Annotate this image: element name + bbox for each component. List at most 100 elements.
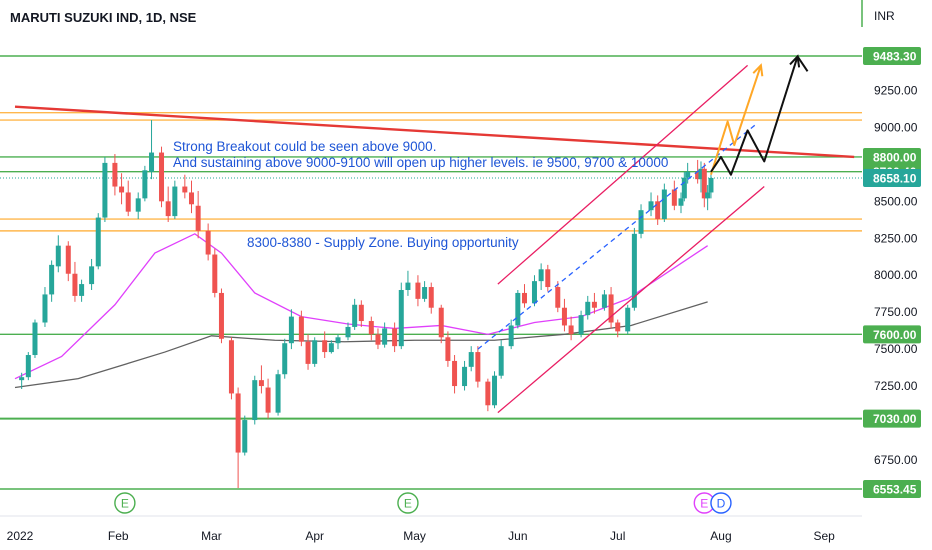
candle-body[interactable] [625, 307, 631, 332]
candle-body[interactable] [345, 326, 351, 338]
time-tick-label[interactable]: Jun [508, 529, 527, 543]
time-axis-ticks[interactable]: 2022 Feb Mar Apr May Jun Jul Aug Sep [7, 529, 836, 543]
candle-body[interactable] [591, 301, 597, 308]
candle-body[interactable] [288, 316, 294, 344]
candle-body[interactable] [462, 366, 468, 387]
time-tick-label[interactable]: Jul [610, 529, 625, 543]
candle-body[interactable] [655, 201, 661, 220]
candle-body[interactable] [561, 307, 567, 326]
candle-body[interactable] [695, 171, 701, 180]
candle-body[interactable] [648, 201, 654, 211]
candle-body[interactable] [328, 343, 334, 353]
time-tick-label[interactable]: Mar [201, 529, 222, 543]
time-tick-label[interactable]: Aug [710, 529, 731, 543]
candle-body[interactable] [42, 294, 48, 323]
candle-body[interactable] [405, 282, 411, 290]
event-marker-d[interactable] [710, 492, 732, 514]
candle-body[interactable] [172, 186, 178, 217]
candle-body[interactable] [19, 377, 25, 381]
candle-body[interactable] [352, 304, 358, 327]
candle-body[interactable] [485, 381, 491, 406]
candle-body[interactable] [95, 217, 101, 267]
candle-body[interactable] [671, 189, 677, 206]
candle-body[interactable] [65, 245, 71, 274]
candle-body[interactable] [638, 210, 644, 234]
candle-body[interactable] [205, 230, 211, 255]
candle-body[interactable] [578, 315, 584, 335]
candle-body[interactable] [678, 198, 684, 206]
candle-body[interactable] [521, 292, 527, 304]
time-tick-label[interactable]: Feb [108, 529, 129, 543]
candle-body[interactable] [382, 328, 388, 345]
candle-body[interactable] [55, 245, 61, 267]
candle-body[interactable] [102, 162, 108, 218]
candle-body[interactable] [212, 254, 218, 293]
candle-body[interactable] [165, 201, 171, 217]
time-tick-label[interactable]: 2022 [7, 529, 34, 543]
candle-body[interactable] [368, 321, 374, 335]
candle-body[interactable] [428, 287, 434, 308]
candle-body[interactable] [265, 387, 271, 413]
candle-body[interactable] [468, 352, 474, 367]
candle-body[interactable] [422, 287, 428, 299]
candle-body[interactable] [135, 198, 141, 212]
candle-body[interactable] [415, 282, 421, 299]
event-marker-e[interactable] [397, 492, 419, 514]
candle-body[interactable] [159, 152, 165, 202]
candle-body[interactable] [615, 322, 621, 332]
candle-body[interactable] [568, 325, 574, 335]
time-tick-label[interactable]: May [403, 529, 426, 543]
candle-body[interactable] [79, 284, 85, 296]
candle-body[interactable] [89, 266, 95, 285]
time-tick-label[interactable]: Apr [305, 529, 324, 543]
candle-body[interactable] [32, 322, 38, 356]
candle-body[interactable] [72, 273, 78, 296]
candle-body[interactable] [242, 420, 248, 453]
candle-body[interactable] [228, 340, 234, 394]
candle-body[interactable] [631, 233, 637, 308]
candle-body[interactable] [608, 294, 614, 323]
candle-body[interactable] [258, 380, 264, 387]
candle-body[interactable] [142, 170, 148, 199]
candle-body[interactable] [125, 192, 131, 212]
time-tick-label[interactable]: Sep [814, 529, 836, 543]
candle-body[interactable] [235, 393, 241, 453]
candle-body[interactable] [335, 337, 341, 344]
candle-body[interactable] [275, 374, 281, 413]
candle-body[interactable] [298, 316, 304, 342]
candle-body[interactable] [282, 343, 288, 375]
event-marker-e[interactable] [114, 492, 136, 514]
candle-body[interactable] [475, 352, 481, 382]
candle-body[interactable] [705, 192, 711, 199]
candle-body[interactable] [555, 287, 561, 308]
candle-body[interactable] [149, 152, 155, 172]
candle-body[interactable] [515, 292, 521, 326]
candle-body[interactable] [538, 269, 544, 282]
candle-body[interactable] [681, 177, 687, 199]
candle-body[interactable] [305, 341, 311, 364]
candle-body[interactable] [498, 346, 504, 376]
candle-body[interactable] [195, 205, 201, 231]
candle-body[interactable] [392, 328, 398, 347]
candle-body[interactable] [585, 301, 591, 316]
candle-body[interactable] [188, 192, 194, 205]
candle-body[interactable] [112, 162, 118, 187]
candle-body[interactable] [322, 340, 328, 353]
candle-body[interactable] [698, 168, 704, 180]
candle-body[interactable] [312, 340, 318, 364]
candle-body[interactable] [438, 307, 444, 338]
candle-body[interactable] [218, 292, 224, 339]
candle-body[interactable] [452, 360, 458, 387]
candle-body[interactable] [182, 186, 188, 193]
candle-body[interactable] [601, 294, 607, 308]
candle-body[interactable] [49, 264, 55, 295]
candle-body[interactable] [492, 375, 498, 406]
candle-body[interactable] [685, 171, 691, 178]
price-axis-panel[interactable] [862, 0, 932, 550]
candle-body[interactable] [701, 168, 707, 199]
candle-body[interactable] [358, 304, 364, 322]
candles[interactable] [19, 120, 714, 489]
candle-body[interactable] [445, 337, 451, 361]
